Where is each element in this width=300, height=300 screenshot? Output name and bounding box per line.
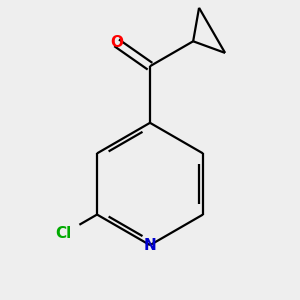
Text: O: O: [110, 35, 123, 50]
Text: N: N: [144, 238, 156, 253]
Text: Cl: Cl: [56, 226, 72, 241]
